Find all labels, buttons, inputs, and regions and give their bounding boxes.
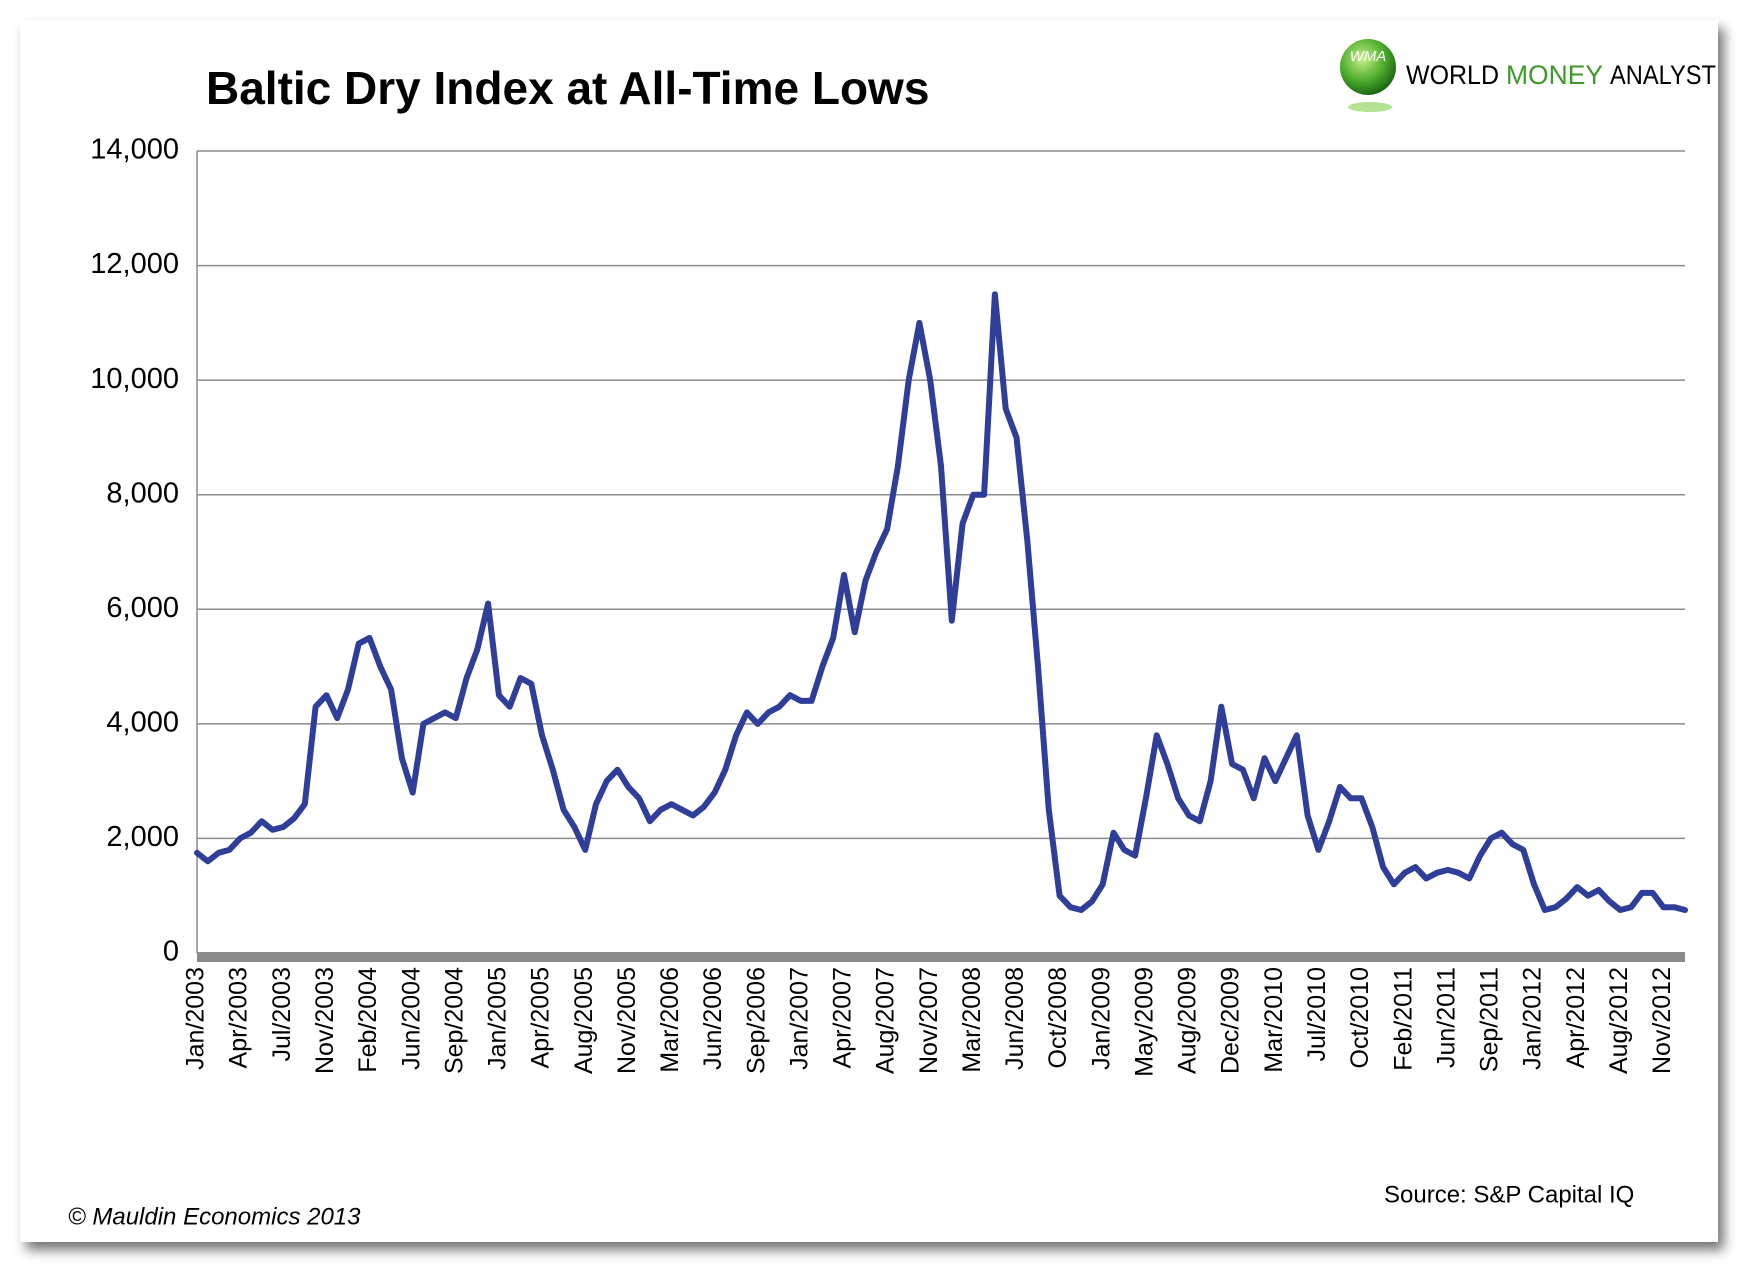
x-tick-label: Apr/2003 [225, 967, 253, 1068]
source: Source: S&P Capital IQ [1384, 1181, 1634, 1208]
x-tick-label: Oct/2008 [1044, 967, 1072, 1068]
x-tick-label: Jun/2006 [699, 967, 727, 1070]
x-tick-label: Jul/2003 [268, 967, 296, 1062]
x-tick-label: Jun/2011 [1432, 967, 1460, 1068]
x-tick-label: Apr/2007 [829, 967, 857, 1068]
y-tick-label: 14,000 [90, 134, 179, 166]
logo-shadow [1348, 102, 1392, 112]
x-tick-label: Jan/2003 [182, 967, 210, 1070]
x-tick-label: Aug/2005 [570, 967, 598, 1074]
x-tick-label: Nov/2007 [915, 967, 943, 1074]
x-tick-label: Feb/2011 [1389, 967, 1417, 1071]
x-tick-label: Dec/2009 [1217, 967, 1245, 1074]
logo-word: ANALYST [1610, 60, 1716, 90]
y-tick-label: 4,000 [106, 707, 179, 739]
logo-word: MONEY [1506, 60, 1603, 90]
y-tick-label: 8,000 [106, 477, 179, 509]
x-tick-label: Apr/2012 [1562, 967, 1590, 1068]
x-tick-label: Mar/2006 [656, 967, 684, 1073]
logo-globe [1340, 39, 1396, 95]
x-tick-label: Aug/2012 [1605, 967, 1633, 1074]
y-tick-label: 6,000 [106, 592, 179, 624]
x-tick-label: Jan/2007 [785, 967, 813, 1070]
x-tick-label: Nov/2003 [311, 967, 339, 1074]
x-tick-label: May/2009 [1130, 967, 1158, 1077]
y-tick-label: 2,000 [106, 821, 179, 853]
x-tick-label: Aug/2009 [1174, 967, 1202, 1074]
chart-title: Baltic Dry Index at All-Time Lows [206, 62, 929, 114]
x-tick-label: Feb/2004 [354, 967, 382, 1073]
copyright: © Mauldin Economics 2013 [68, 1203, 361, 1230]
x-tick-label: Jul/2010 [1303, 967, 1331, 1062]
logo-mark: WMA [1350, 48, 1387, 65]
x-tick-label: Nov/2012 [1648, 967, 1676, 1074]
x-tick-label: Sep/2006 [742, 967, 770, 1074]
x-tick-label: Nov/2005 [613, 967, 641, 1074]
y-tick-label: 12,000 [90, 248, 179, 280]
y-tick-label: 0 [163, 936, 179, 968]
x-tick-label: Apr/2005 [527, 967, 555, 1068]
x-tick-label: Aug/2007 [872, 967, 900, 1074]
x-tick-label: Jan/2012 [1519, 967, 1547, 1070]
x-tick-label: Mar/2008 [958, 967, 986, 1073]
logo-word: WORLD [1406, 60, 1499, 90]
series-line [194, 291, 1688, 913]
x-tick-label: Jan/2005 [484, 967, 512, 1070]
x-tick-label: Jan/2009 [1087, 967, 1115, 1070]
frame [20, 20, 1718, 1242]
y-tick-label: 10,000 [90, 363, 179, 395]
x-tick-label: Sep/2011 [1476, 967, 1504, 1072]
x-tick-label: Sep/2004 [440, 967, 468, 1074]
logo: WMA WORLD MONEY ANALYST [1340, 39, 1716, 112]
x-tick-label: Mar/2010 [1260, 967, 1288, 1073]
x-tick-label: Jun/2008 [1001, 967, 1029, 1070]
x-tick-label: Jun/2004 [397, 967, 425, 1070]
x-axis [197, 952, 1685, 962]
x-tick-label: Oct/2010 [1346, 967, 1374, 1068]
